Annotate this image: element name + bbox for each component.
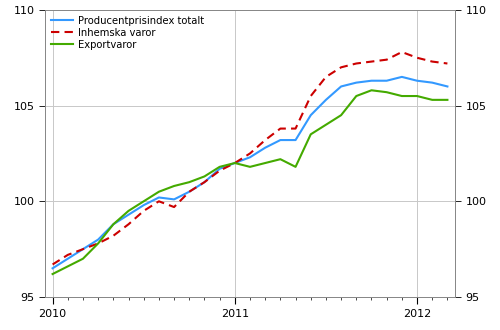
Producentprisindex totalt: [414, 79, 420, 83]
Inhemska varor: [444, 61, 450, 65]
Inhemska varor: [278, 127, 283, 131]
Exportvaror: [171, 184, 177, 188]
Inhemska varor: [399, 50, 405, 54]
Inhemska varor: [186, 190, 192, 194]
Exportvaror: [262, 161, 268, 165]
Producentprisindex totalt: [429, 81, 435, 84]
Inhemska varor: [216, 169, 222, 173]
Exportvaror: [50, 272, 56, 276]
Exportvaror: [126, 209, 132, 213]
Producentprisindex totalt: [186, 190, 192, 194]
Producentprisindex totalt: [354, 81, 360, 84]
Exportvaror: [444, 98, 450, 102]
Exportvaror: [323, 123, 329, 127]
Producentprisindex totalt: [65, 257, 71, 261]
Inhemska varor: [50, 262, 56, 266]
Inhemska varor: [232, 161, 238, 165]
Exportvaror: [368, 88, 374, 92]
Exportvaror: [202, 175, 207, 179]
Producentprisindex totalt: [399, 75, 405, 79]
Exportvaror: [308, 132, 314, 136]
Producentprisindex totalt: [292, 138, 298, 142]
Exportvaror: [338, 113, 344, 117]
Inhemska varor: [429, 60, 435, 64]
Inhemska varor: [308, 94, 314, 98]
Inhemska varor: [156, 199, 162, 203]
Inhemska varor: [414, 56, 420, 60]
Inhemska varor: [65, 253, 71, 257]
Producentprisindex totalt: [247, 155, 253, 159]
Exportvaror: [65, 264, 71, 268]
Inhemska varor: [171, 205, 177, 209]
Producentprisindex totalt: [323, 98, 329, 102]
Producentprisindex totalt: [110, 222, 116, 226]
Producentprisindex totalt: [156, 195, 162, 199]
Inhemska varor: [95, 242, 101, 246]
Inhemska varor: [338, 65, 344, 69]
Inhemska varor: [110, 234, 116, 238]
Producentprisindex totalt: [308, 113, 314, 117]
Producentprisindex totalt: [278, 138, 283, 142]
Producentprisindex totalt: [232, 161, 238, 165]
Producentprisindex totalt: [368, 79, 374, 83]
Exportvaror: [216, 165, 222, 169]
Exportvaror: [384, 90, 390, 94]
Line: Inhemska varor: Inhemska varor: [52, 52, 448, 264]
Inhemska varor: [247, 151, 253, 155]
Inhemska varor: [292, 127, 298, 131]
Inhemska varor: [140, 209, 146, 213]
Producentprisindex totalt: [95, 238, 101, 242]
Producentprisindex totalt: [140, 203, 146, 207]
Producentprisindex totalt: [262, 146, 268, 150]
Exportvaror: [399, 94, 405, 98]
Producentprisindex totalt: [80, 247, 86, 251]
Line: Exportvaror: Exportvaror: [52, 90, 448, 274]
Exportvaror: [80, 257, 86, 261]
Inhemska varor: [202, 180, 207, 184]
Exportvaror: [140, 199, 146, 203]
Inhemska varor: [80, 247, 86, 251]
Inhemska varor: [354, 61, 360, 65]
Exportvaror: [95, 242, 101, 246]
Inhemska varor: [323, 75, 329, 79]
Exportvaror: [414, 94, 420, 98]
Exportvaror: [232, 161, 238, 165]
Legend: Producentprisindex totalt, Inhemska varor, Exportvaror: Producentprisindex totalt, Inhemska varo…: [48, 13, 207, 53]
Producentprisindex totalt: [171, 197, 177, 201]
Line: Producentprisindex totalt: Producentprisindex totalt: [52, 77, 448, 268]
Exportvaror: [156, 190, 162, 194]
Exportvaror: [354, 94, 360, 98]
Exportvaror: [186, 180, 192, 184]
Exportvaror: [278, 157, 283, 161]
Producentprisindex totalt: [444, 84, 450, 88]
Producentprisindex totalt: [384, 79, 390, 83]
Producentprisindex totalt: [50, 266, 56, 270]
Producentprisindex totalt: [216, 167, 222, 171]
Inhemska varor: [368, 60, 374, 64]
Inhemska varor: [126, 222, 132, 226]
Exportvaror: [292, 165, 298, 169]
Producentprisindex totalt: [202, 180, 207, 184]
Inhemska varor: [262, 138, 268, 142]
Producentprisindex totalt: [338, 84, 344, 88]
Producentprisindex totalt: [126, 213, 132, 217]
Exportvaror: [247, 165, 253, 169]
Exportvaror: [110, 222, 116, 226]
Inhemska varor: [384, 58, 390, 62]
Exportvaror: [429, 98, 435, 102]
